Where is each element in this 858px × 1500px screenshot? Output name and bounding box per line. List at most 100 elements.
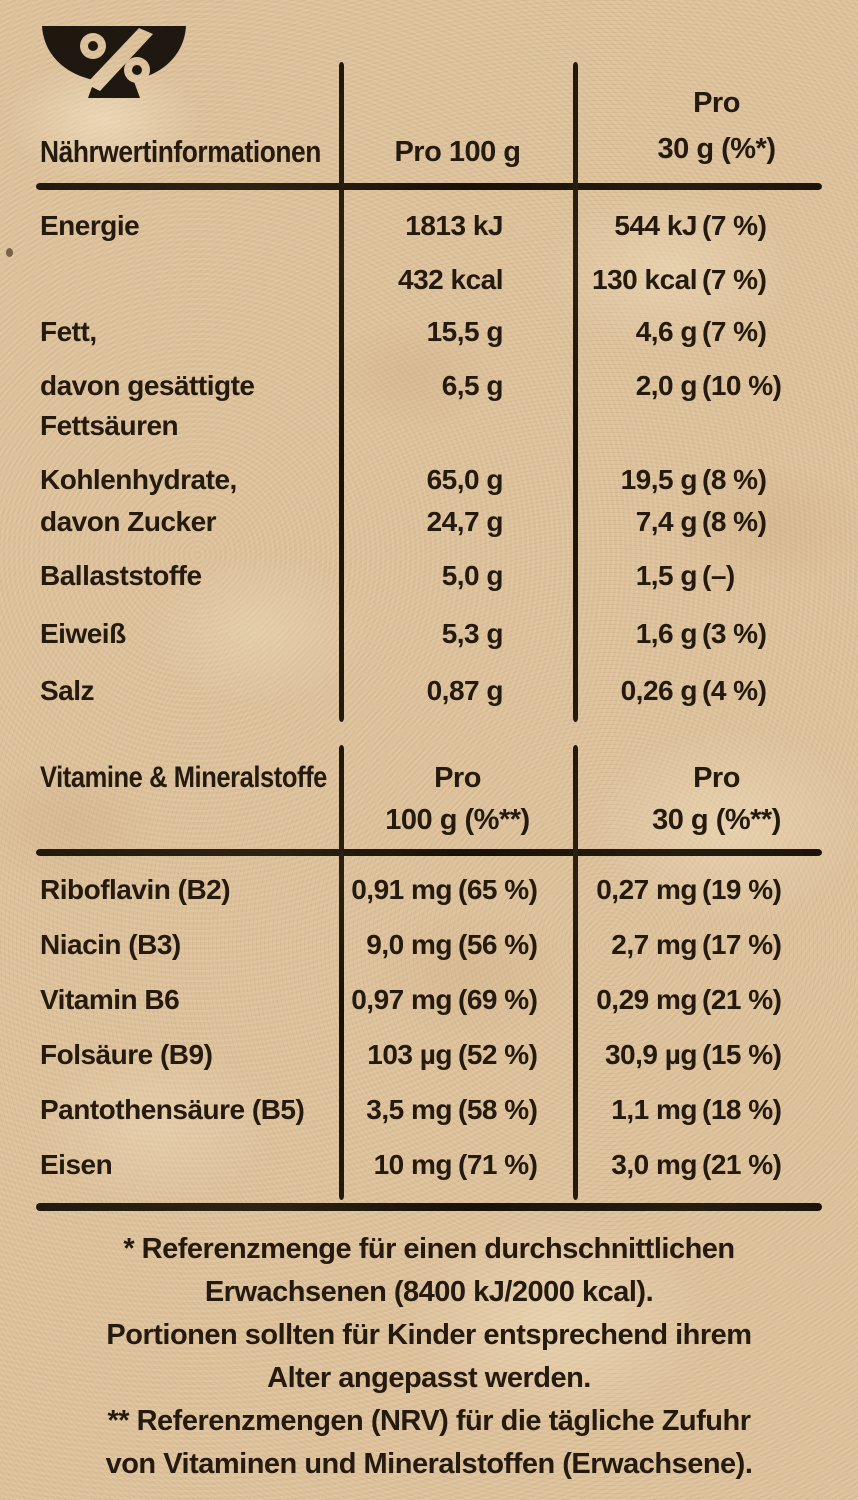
footnote-nrv-line2: von Vitaminen und Mineralstoffen (Erwach… [105,1448,753,1480]
per30-value: 1,6 g (3 %) [575,614,858,654]
per100-value: 65,0 g [426,464,504,495]
per30-ref: (19 %) [702,874,782,905]
footnote-reference-line1: * Referenzmenge für einen durchschnittli… [123,1233,735,1265]
percent-bowl-icon [42,26,186,98]
per30-amount: 1,5 g [635,560,698,591]
vitamins-table-body: Riboflavin (B2) 0,91 mg (65 %) 0,27 mg (19… [0,860,858,1190]
per100-ref: (56 %) [458,929,538,960]
footnote-portions-line2: Alter angepasst werden. [267,1362,591,1394]
per30-header-line1: Pro [693,87,740,119]
vitamins-per100-column-header: Pro 100 g (%**) [340,757,575,841]
footnote-nrv-line1: ** Referenzmengen (NRV) für die tägliche… [107,1405,751,1437]
per100-value: 10 mg (71 %) [340,1145,575,1185]
main-column-divider-2 [573,62,578,722]
per30-value: 2,0 g (10 %) [575,366,858,406]
per100-amount: 103 µg [367,1039,452,1070]
row-label: Riboflavin (B2) [40,874,231,905]
table-row-energie-kcal: 432 kcal 130 kcal (7 %) [0,252,858,304]
table-row-vitamin-b6: Vitamin B6 0,97 mg (69 %) 0,29 mg (21 %) [0,970,858,1025]
row-label: Fett, [40,316,97,347]
table-row-eiweiss: Eiweiß 5,3 g 1,6 g (3 %) [0,606,858,662]
per100-value: 6,5 g [441,370,504,401]
row-label: davon gesättigte Fettsäuren [40,370,255,441]
row-label: Kohlenhydrate, [40,464,237,495]
per30-ref: (7 %) [702,316,767,347]
table-row-kohlenhydrate: Kohlenhydrate, 65,0 g 19,5 g (8 %) [0,454,858,502]
vitamins-table-header: Vitamine & Mineralstoffe Pro 100 g (%**)… [0,745,858,841]
row-label: Vitamin B6 [40,984,180,1015]
row-label: davon Zucker [40,506,217,537]
per30-value: 30,9 µg (15 %) [575,1035,858,1075]
per100-value: 3,5 mg (58 %) [340,1090,575,1130]
footnote-reference-line2: Erwachsenen (8400 kJ/2000 kcal). [204,1276,654,1308]
per100-ref: (52 %) [458,1039,538,1070]
table-row-folsaeure: Folsäure (B9) 103 µg (52 %) 30,9 µg (15 %) [0,1025,858,1080]
vitamins-column-divider-2 [573,745,578,1200]
table-bottom-rule [36,1203,822,1211]
main-table-title: Nährwertinformationen [40,134,321,169]
per100-column-header: Pro 100 g [394,136,521,168]
per30-header-line1: Pro [693,762,740,794]
per30-amount: 30,9 µg [604,1039,698,1070]
per30-ref: (8 %) [702,506,767,537]
per30-ref: (17 %) [702,929,782,960]
table-row-ballaststoffe: Ballaststoffe 5,0 g 1,5 g (–) [0,548,858,606]
per30-value: 1,5 g (–) [575,556,858,596]
main-header-rule [36,183,822,190]
row-label: Niacin (B3) [40,929,181,960]
per30-value: 19,5 g (8 %) [575,460,858,500]
main-column-divider-1 [339,62,344,722]
table-row-davon-zucker: davon Zucker 24,7 g 7,4 g (8 %) [0,502,858,548]
table-row-gesaettigte-fettsaeuren: davon gesättigte Fettsäuren 6,5 g 2,0 g(… [0,358,858,454]
table-row-niacin: Niacin (B3) 9,0 mg (56 %) 2,7 mg (17 %) [0,915,858,970]
vitamins-table-title: Vitamine & Mineralstoffe [40,761,327,794]
per30-header-line2: 30 g (%**) [652,804,781,836]
per100-value: 103 µg (52 %) [340,1035,575,1075]
per30-ref: (15 %) [702,1039,782,1070]
per100-value: 1813 kJ [405,210,503,241]
per30-ref: (21 %) [702,984,782,1015]
per30-ref: (18 %) [702,1094,782,1125]
vitamins-per30-column-header: Pro 30 g (%**) [575,757,858,841]
per30-amount: 1,6 g [635,618,698,649]
per100-value: 432 kcal [398,264,504,295]
per100-ref: (71 %) [458,1149,538,1180]
row-label: Pantothensäure (B5) [40,1094,305,1125]
per30-column-header: Pro 30 g (%*) [575,80,858,172]
per100-value: 15,5 g [426,316,504,347]
paper-speck [6,248,13,257]
row-label: Folsäure (B9) [40,1039,213,1070]
per100-value: 5,3 g [441,618,504,649]
per30-amount: 544 kJ [614,210,697,241]
table-row-eisen: Eisen 10 mg (71 %) 3,0 mg (21 %) [0,1135,858,1190]
per100-ref: (69 %) [458,984,538,1015]
per30-amount: 7,4 g [635,506,698,537]
row-label: Energie [40,210,140,241]
per30-value: 2,7 mg (17 %) [575,925,858,965]
per30-amount: 0,29 mg [596,984,697,1015]
nutrition-table-body: Energie 1813 kJ 544 kJ (7 %) 432 kcal 130… [0,190,858,722]
table-row-salz: Salz 0,87 g 0,26 g (4 %) [0,662,858,722]
per30-ref: (21 %) [702,1149,782,1180]
per100-ref: (58 %) [458,1094,538,1125]
vitamins-header-rule [36,849,822,856]
per30-value: 0,26 g (4 %) [575,671,858,711]
per30-value: 544 kJ (7 %) [575,206,858,246]
per30-ref: (7 %) [702,264,767,295]
per30-value: 4,6 g (7 %) [575,312,858,352]
per100-amount: 10 mg [373,1149,453,1180]
per30-value: 130 kcal (7 %) [575,260,858,300]
per100-ref: (65 %) [458,874,538,905]
per100-header-line2: 100 g (%**) [385,804,530,836]
footnote-portions-line1: Portionen sollten für Kinder entsprechen… [106,1319,752,1351]
table-row-riboflavin: Riboflavin (B2) 0,91 mg (65 %) 0,27 mg (19… [0,860,858,915]
per100-value: 5,0 g [441,560,504,591]
per30-amount: 1,1 mg [611,1094,697,1125]
vitamins-column-divider-1 [339,745,344,1200]
footnotes: * Referenzmenge für einen durchschnittli… [0,1228,858,1486]
per30-amount: 130 kcal [592,264,698,295]
per100-header-line1: Pro [434,762,481,794]
per30-value: 0,29 mg (21 %) [575,980,858,1020]
per30-amount: 19,5 g [620,464,698,495]
per30-value: 7,4 g (8 %) [575,502,858,542]
